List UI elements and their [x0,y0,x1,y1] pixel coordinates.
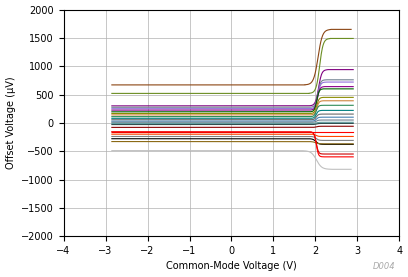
X-axis label: Common-Mode Voltage (V): Common-Mode Voltage (V) [166,261,297,271]
Y-axis label: Offset Voltage (μV): Offset Voltage (μV) [6,76,16,169]
Text: D004: D004 [373,263,396,271]
